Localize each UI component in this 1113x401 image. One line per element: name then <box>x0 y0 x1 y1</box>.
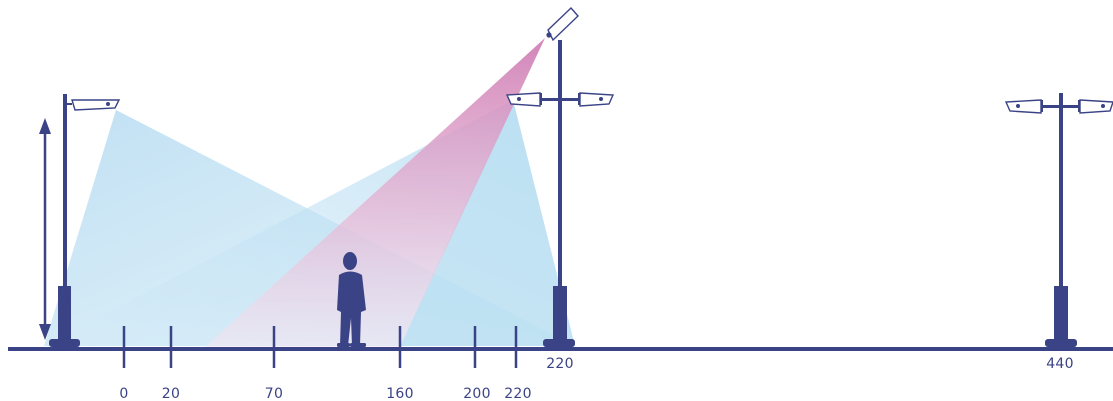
middle-pole <box>505 6 615 347</box>
right-left-camera-icon <box>1004 99 1042 114</box>
ground-tick-labels: 0 20 70 160 200 220 <box>119 386 531 401</box>
tick-label-220: 220 <box>504 386 532 401</box>
tick-label-20: 20 <box>162 386 180 401</box>
tick-label-160: 160 <box>386 386 414 401</box>
middle-right-camera-icon <box>579 92 615 107</box>
left-pole <box>49 94 121 347</box>
left-camera-icon <box>67 99 121 111</box>
middle-left-camera-icon <box>505 92 541 107</box>
height-arrow <box>39 118 51 340</box>
tick-label-70: 70 <box>265 386 283 401</box>
top-camera-icon <box>546 6 579 42</box>
tick-label-200: 200 <box>463 386 491 401</box>
ground-tick-marks <box>122 326 518 368</box>
top-camera-beam <box>205 38 545 347</box>
tick-label-0: 0 <box>119 386 128 401</box>
right-pole-label: 440 <box>1046 356 1074 372</box>
middle-down-camera-beam <box>400 100 575 346</box>
middle-pole-label: 220 <box>546 356 574 372</box>
person-silhouette <box>337 252 366 347</box>
right-pole <box>1004 93 1113 347</box>
ground-line <box>8 347 1113 351</box>
right-right-camera-icon <box>1079 99 1113 114</box>
